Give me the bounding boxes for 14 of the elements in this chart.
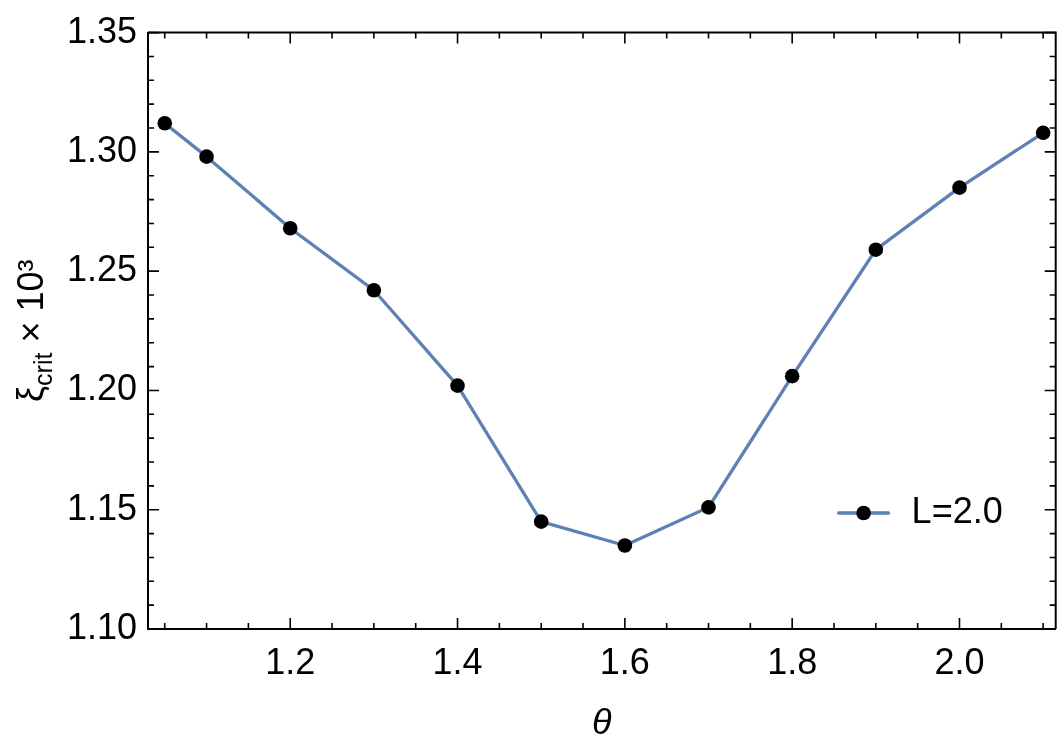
y-tick-label: 1.20: [66, 367, 137, 409]
x-tick-label: 1.2: [265, 640, 316, 682]
x-tick-label: 1.6: [599, 640, 650, 682]
y-tick-label: 1.25: [66, 248, 137, 290]
x-tick-label: 1.4: [432, 640, 483, 682]
y-tick-label: 1.35: [66, 9, 137, 51]
x-axis-title: θ: [592, 701, 613, 743]
y-tick-label: 1.30: [66, 128, 137, 170]
y-tick-label: 1.10: [66, 605, 137, 647]
legend-label: L=2.0: [911, 489, 1003, 531]
x-tick-label: 1.8: [767, 640, 818, 682]
y-tick-label: 1.15: [66, 486, 137, 528]
x-tick-label: 2.0: [934, 640, 985, 682]
y-axis-title: ξcrit × 10³: [9, 259, 57, 403]
